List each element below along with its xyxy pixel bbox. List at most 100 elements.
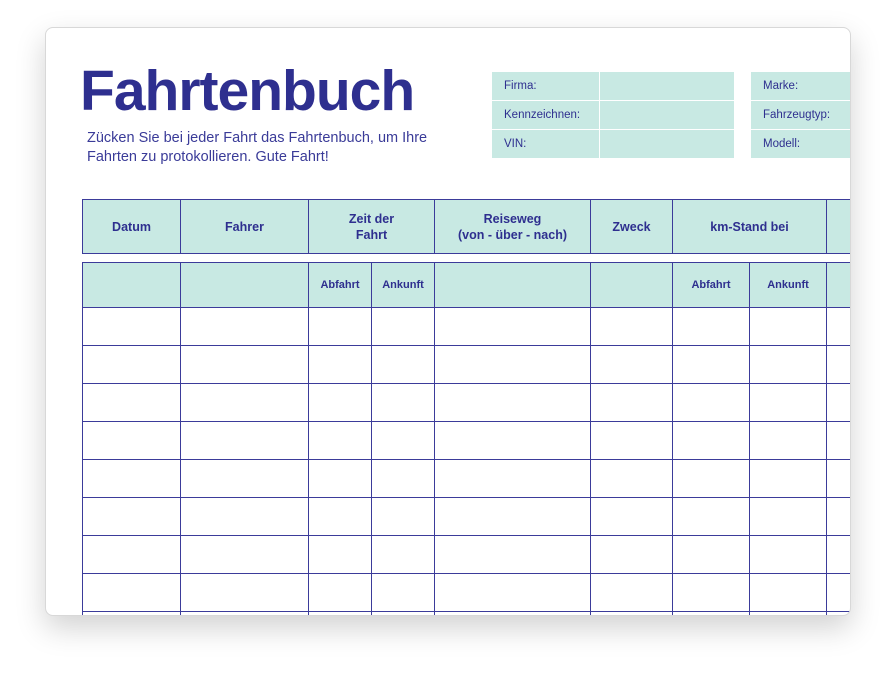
table-cell bbox=[371, 421, 435, 460]
table-cell bbox=[308, 497, 372, 536]
table-cell bbox=[590, 535, 673, 574]
table-cell bbox=[82, 383, 181, 422]
table-cell bbox=[180, 345, 309, 384]
table-cell bbox=[672, 611, 750, 615]
table-cell bbox=[434, 383, 591, 422]
table-cell bbox=[371, 497, 435, 536]
table-cell bbox=[434, 307, 591, 346]
table-cell bbox=[82, 573, 181, 612]
table-cell bbox=[308, 573, 372, 612]
info-label: Modell: bbox=[751, 130, 850, 158]
table-cell bbox=[672, 345, 750, 384]
table-cell bbox=[749, 383, 827, 422]
sub-header: Abfahrt bbox=[672, 262, 750, 308]
table-cell bbox=[749, 345, 827, 384]
table-cell bbox=[826, 421, 850, 460]
table-cell bbox=[590, 345, 673, 384]
column-header: Zweck bbox=[590, 199, 673, 254]
table-cell bbox=[308, 535, 372, 574]
table-cell bbox=[826, 307, 850, 346]
info-label: VIN: bbox=[492, 130, 599, 158]
table-cell bbox=[672, 307, 750, 346]
table-cell bbox=[371, 611, 435, 615]
info-value bbox=[600, 130, 734, 158]
table-cell bbox=[180, 573, 309, 612]
table-cell bbox=[371, 573, 435, 612]
table-cell bbox=[826, 345, 850, 384]
table-cell bbox=[749, 307, 827, 346]
table-cell bbox=[82, 497, 181, 536]
table-cell bbox=[82, 345, 181, 384]
info-label: Marke: bbox=[751, 72, 850, 100]
subtitle: Zücken Sie bei jeder Fahrt das Fahrtenbu… bbox=[87, 130, 428, 165]
table-cell bbox=[434, 573, 591, 612]
document-card: Fahrtenbuch Zücken Sie bei jeder Fahrt d… bbox=[45, 27, 851, 616]
table-cell bbox=[672, 459, 750, 498]
table-cell bbox=[672, 497, 750, 536]
table-cell bbox=[434, 497, 591, 536]
table-cell bbox=[180, 421, 309, 460]
table-cell bbox=[82, 611, 181, 615]
table-cell bbox=[826, 535, 850, 574]
column-header: Datum bbox=[82, 199, 181, 254]
table-cell bbox=[434, 345, 591, 384]
table-cell bbox=[749, 535, 827, 574]
table-cell bbox=[371, 459, 435, 498]
table-cell bbox=[82, 459, 181, 498]
table-cell bbox=[590, 611, 673, 615]
table-cell bbox=[434, 535, 591, 574]
column-header: Reiseweg (von - über - nach) bbox=[434, 199, 591, 254]
table-cell bbox=[308, 307, 372, 346]
table-cell bbox=[308, 383, 372, 422]
table-cell bbox=[590, 421, 673, 460]
table-cell bbox=[590, 497, 673, 536]
table-cell bbox=[180, 611, 309, 615]
table-cell bbox=[371, 307, 435, 346]
info-label: Fahrzeugtyp: bbox=[751, 101, 850, 129]
table-cell bbox=[180, 383, 309, 422]
title: Fahrtenbuch bbox=[80, 59, 415, 123]
table-cell bbox=[749, 459, 827, 498]
table-cell bbox=[590, 459, 673, 498]
table-cell bbox=[590, 573, 673, 612]
sub-header: betr bbox=[826, 262, 850, 308]
table-cell bbox=[590, 307, 673, 346]
table-cell bbox=[308, 421, 372, 460]
info-value bbox=[600, 101, 734, 129]
column-header: km-Stand bei bbox=[672, 199, 827, 254]
sub-header: Ankunft bbox=[371, 262, 435, 308]
table-cell bbox=[82, 535, 181, 574]
table-cell bbox=[749, 421, 827, 460]
column-header: Fahrer bbox=[180, 199, 309, 254]
table-cell bbox=[371, 345, 435, 384]
info-label: Firma: bbox=[492, 72, 599, 100]
table-cell bbox=[826, 573, 850, 612]
table-cell bbox=[672, 383, 750, 422]
table-cell bbox=[180, 459, 309, 498]
table-cell bbox=[826, 459, 850, 498]
table-cell bbox=[749, 611, 827, 615]
table-cell bbox=[371, 383, 435, 422]
table-cell bbox=[180, 535, 309, 574]
table-cell bbox=[308, 345, 372, 384]
table-cell bbox=[308, 611, 372, 615]
info-label: Kennzeichnen: bbox=[492, 101, 599, 129]
table-cell bbox=[672, 573, 750, 612]
sub-header-empty bbox=[82, 262, 181, 308]
document-content: Fahrtenbuch Zücken Sie bei jeder Fahrt d… bbox=[46, 28, 850, 615]
sub-header: Ankunft bbox=[749, 262, 827, 308]
column-header: g bbox=[826, 199, 850, 254]
table-cell bbox=[590, 383, 673, 422]
table-cell bbox=[180, 497, 309, 536]
table-cell bbox=[826, 383, 850, 422]
table-cell bbox=[180, 307, 309, 346]
table-cell bbox=[371, 535, 435, 574]
table-cell bbox=[826, 497, 850, 536]
sub-header-empty bbox=[590, 262, 673, 308]
table-cell bbox=[672, 535, 750, 574]
table-cell bbox=[434, 459, 591, 498]
column-header: Zeit der Fahrt bbox=[308, 199, 435, 254]
sub-header: Abfahrt bbox=[308, 262, 372, 308]
table-cell bbox=[308, 459, 372, 498]
table-cell bbox=[826, 611, 850, 615]
